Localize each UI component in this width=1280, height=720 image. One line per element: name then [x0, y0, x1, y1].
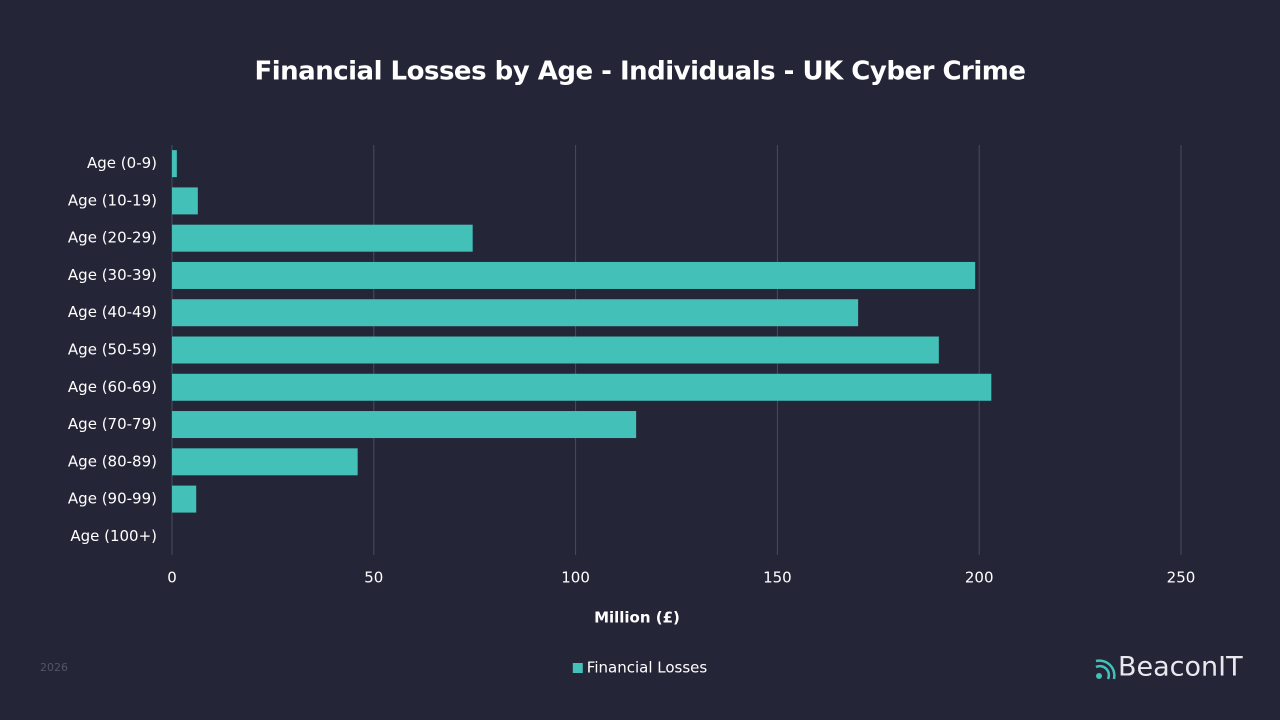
- y-tick-label: Age (0-9): [87, 154, 157, 172]
- brand-name: BeaconIT: [1118, 652, 1243, 683]
- y-tick-label: Age (10-19): [68, 191, 157, 209]
- bar: [172, 187, 198, 215]
- bar: [172, 150, 177, 178]
- y-tick-label: Age (90-99): [68, 490, 157, 508]
- x-axis-label: Million (£): [594, 609, 680, 627]
- bar: [172, 224, 473, 252]
- legend-label: Financial Losses: [587, 659, 708, 677]
- y-tick-label: Age (30-39): [68, 266, 157, 284]
- x-tick-label: 50: [364, 569, 383, 587]
- x-tick-label: 200: [965, 569, 994, 587]
- bar: [172, 299, 859, 327]
- bar: [172, 448, 358, 476]
- bar: [172, 336, 939, 364]
- bar: [172, 411, 637, 439]
- x-tick-label: 100: [561, 569, 590, 587]
- bar: [172, 261, 976, 289]
- y-tick-label: Age (40-49): [68, 303, 157, 321]
- chart-title: Financial Losses by Age - Individuals - …: [254, 57, 1025, 87]
- y-tick-label: Age (50-59): [68, 341, 157, 359]
- x-tick-label: 150: [763, 569, 792, 587]
- y-tick-label: Age (80-89): [68, 452, 157, 470]
- x-tick-label: 0: [167, 569, 177, 587]
- y-tick-label: Age (20-29): [68, 229, 157, 247]
- legend-swatch: [572, 663, 583, 673]
- bar: [172, 485, 197, 513]
- y-tick-label: Age (100+): [70, 527, 157, 545]
- y-tick-label: Age (60-69): [68, 378, 157, 396]
- y-tick-label: Age (70-79): [68, 415, 157, 433]
- brand-logo: BeaconIT: [1095, 652, 1243, 683]
- bar: [172, 373, 992, 401]
- footer-year: 2026: [40, 661, 68, 674]
- logo-waves: [1095, 659, 1116, 680]
- x-tick-label: 250: [1167, 569, 1196, 587]
- logo-dot: [1096, 673, 1102, 679]
